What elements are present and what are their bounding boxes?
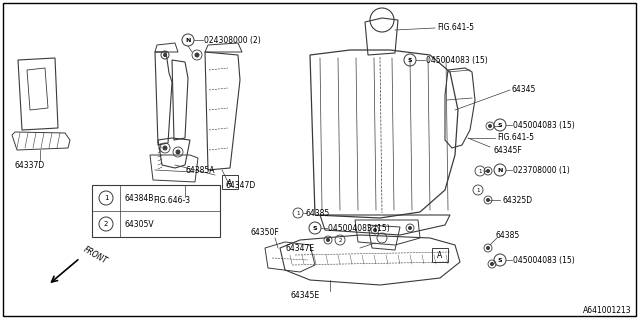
Circle shape bbox=[374, 228, 376, 231]
Text: 64347E: 64347E bbox=[285, 244, 314, 252]
Text: FIG.641-5: FIG.641-5 bbox=[437, 22, 474, 31]
Circle shape bbox=[486, 246, 490, 250]
Circle shape bbox=[163, 53, 166, 57]
Text: 64345F: 64345F bbox=[493, 146, 522, 155]
Text: A: A bbox=[437, 252, 443, 260]
Circle shape bbox=[486, 170, 490, 172]
Bar bbox=[222, 175, 238, 189]
Text: 64385: 64385 bbox=[305, 209, 329, 218]
Text: S: S bbox=[408, 58, 412, 62]
Circle shape bbox=[195, 53, 199, 57]
Circle shape bbox=[486, 198, 490, 202]
Text: 1: 1 bbox=[296, 211, 300, 215]
Text: FIG.641-5: FIG.641-5 bbox=[497, 132, 534, 141]
Circle shape bbox=[176, 150, 180, 154]
Text: 64385A: 64385A bbox=[185, 165, 214, 174]
Text: 045004083 (15): 045004083 (15) bbox=[328, 223, 390, 233]
Text: 64325D: 64325D bbox=[502, 196, 532, 204]
Bar bbox=[432, 248, 448, 262]
Text: 64345: 64345 bbox=[512, 84, 536, 93]
Text: 2: 2 bbox=[104, 221, 108, 227]
Circle shape bbox=[488, 124, 492, 127]
Text: 1: 1 bbox=[104, 195, 108, 201]
Circle shape bbox=[163, 146, 167, 150]
Circle shape bbox=[326, 238, 330, 242]
Text: FIG.646-3: FIG.646-3 bbox=[153, 196, 190, 204]
Text: A641001213: A641001213 bbox=[584, 306, 632, 315]
Text: 023708000 (1): 023708000 (1) bbox=[513, 165, 570, 174]
Text: 64347D: 64347D bbox=[225, 180, 255, 189]
Text: 1: 1 bbox=[478, 169, 482, 173]
Circle shape bbox=[408, 227, 412, 229]
Text: 2: 2 bbox=[339, 237, 342, 243]
Text: 1: 1 bbox=[476, 188, 480, 193]
Text: 045004083 (15): 045004083 (15) bbox=[426, 55, 488, 65]
Text: 64337D: 64337D bbox=[14, 161, 44, 170]
Text: 045004083 (15): 045004083 (15) bbox=[513, 255, 575, 265]
Text: N: N bbox=[186, 37, 191, 43]
Text: 64350F: 64350F bbox=[250, 228, 279, 236]
Text: 045004083 (15): 045004083 (15) bbox=[513, 121, 575, 130]
Text: 64305V: 64305V bbox=[124, 220, 154, 228]
Text: 024308000 (2): 024308000 (2) bbox=[204, 36, 260, 44]
Text: S: S bbox=[313, 226, 317, 230]
Text: FRONT: FRONT bbox=[82, 244, 109, 265]
Text: 64384B: 64384B bbox=[124, 194, 154, 203]
Text: A: A bbox=[227, 179, 232, 188]
Text: 64345E: 64345E bbox=[290, 291, 319, 300]
Text: N: N bbox=[497, 167, 502, 172]
Bar bbox=[92, 185, 220, 237]
Text: 64385: 64385 bbox=[495, 230, 519, 239]
Text: S: S bbox=[498, 258, 502, 262]
Circle shape bbox=[490, 262, 493, 266]
Text: S: S bbox=[498, 123, 502, 127]
